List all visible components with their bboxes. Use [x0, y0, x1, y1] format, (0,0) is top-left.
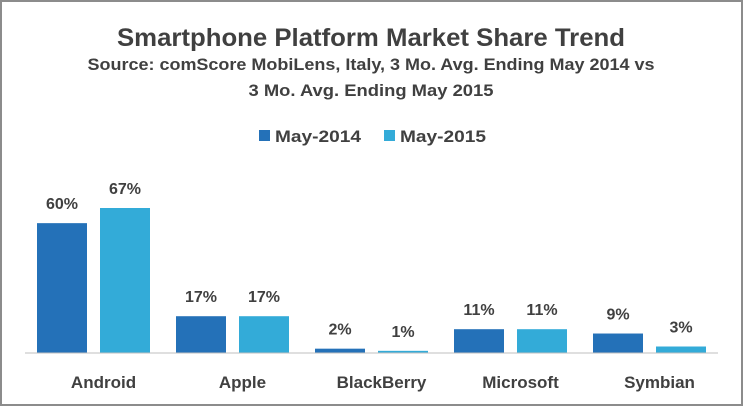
- data-label-android-may-2014: 60%: [46, 196, 78, 213]
- category-label-apple: Apple: [219, 373, 266, 392]
- chart-subtitle-line-2: 3 Mo. Avg. Ending May 2015: [249, 81, 494, 100]
- data-label-blackberry-may-2015: 1%: [391, 324, 414, 341]
- chart-subtitle-line-1: Source: comScore MobiLens, Italy, 3 Mo. …: [88, 55, 655, 74]
- category-label-microsoft: Microsoft: [482, 373, 559, 392]
- data-label-blackberry-may-2014: 2%: [328, 322, 351, 339]
- legend-label-may-2014: May-2014: [275, 127, 362, 146]
- legend-swatch-may-2014: [259, 130, 270, 141]
- data-label-apple-may-2014: 17%: [185, 289, 217, 306]
- chart-title: Smartphone Platform Market Share Trend: [117, 24, 625, 52]
- bar-apple-may-2015: [239, 316, 289, 353]
- data-label-apple-may-2015: 17%: [248, 289, 280, 306]
- bar-microsoft-may-2015: [517, 329, 567, 353]
- data-label-symbian-may-2015: 3%: [669, 320, 692, 337]
- category-label-symbian: Symbian: [624, 373, 695, 392]
- data-label-symbian-may-2014: 9%: [606, 307, 629, 324]
- bar-apple-may-2014: [176, 316, 226, 353]
- data-label-microsoft-may-2015: 11%: [526, 302, 557, 319]
- bar-blackberry-may-2015: [378, 350, 428, 353]
- bar-symbian-may-2014: [593, 333, 643, 353]
- bar-microsoft-may-2014: [454, 329, 504, 353]
- bar-blackberry-may-2014: [315, 348, 365, 353]
- legend: May-2014 May-2015: [259, 127, 486, 146]
- bar-symbian-may-2015: [656, 346, 706, 353]
- data-label-microsoft-may-2014: 11%: [463, 302, 494, 319]
- legend-swatch-may-2015: [384, 130, 395, 141]
- data-label-android-may-2015: 67%: [109, 181, 141, 198]
- category-label-android: Android: [71, 373, 136, 392]
- bar-android-may-2014: [37, 223, 87, 353]
- legend-label-may-2015: May-2015: [400, 127, 486, 146]
- bar-android-may-2015: [100, 208, 150, 353]
- category-label-blackberry: BlackBerry: [337, 373, 427, 392]
